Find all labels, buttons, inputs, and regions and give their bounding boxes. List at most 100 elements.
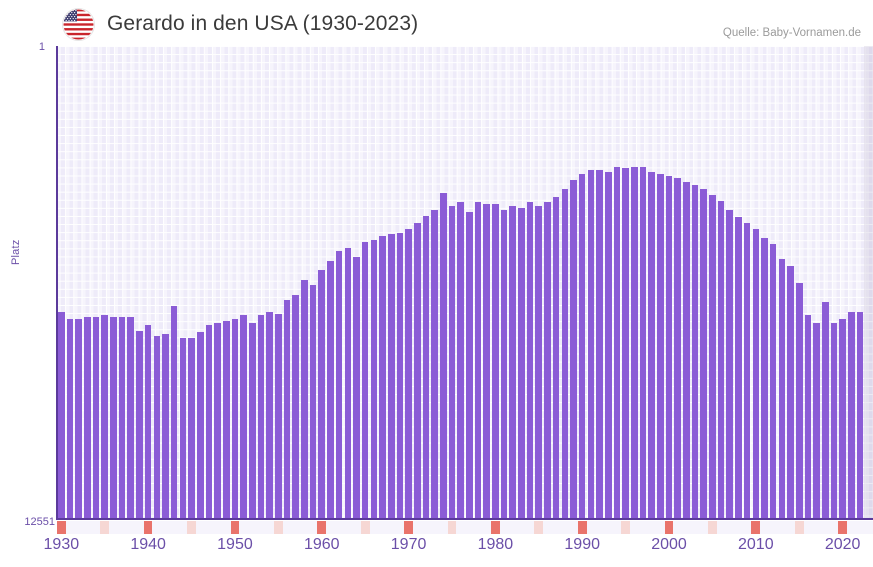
bar-1971[interactable] bbox=[413, 223, 421, 519]
bar-1957[interactable] bbox=[292, 294, 299, 519]
bar-1998[interactable] bbox=[648, 172, 655, 519]
bar-2012[interactable] bbox=[769, 243, 777, 519]
bar-1987[interactable] bbox=[552, 196, 560, 519]
bar-1942[interactable] bbox=[162, 334, 169, 519]
bar-2001[interactable] bbox=[674, 177, 681, 519]
bar-1984[interactable] bbox=[526, 202, 534, 519]
x-axis-label-1940: 1940 bbox=[130, 536, 166, 553]
bar-1969[interactable] bbox=[396, 232, 404, 519]
bar-1959[interactable] bbox=[309, 285, 317, 519]
bar-1975[interactable] bbox=[448, 206, 456, 519]
bar-2003[interactable] bbox=[691, 185, 699, 519]
bar-1940[interactable] bbox=[144, 324, 152, 519]
bar-2005[interactable] bbox=[709, 194, 716, 519]
bar-1981[interactable] bbox=[500, 209, 508, 519]
bar-1934[interactable] bbox=[92, 317, 100, 519]
bar-1991[interactable] bbox=[587, 170, 595, 519]
bar-1993[interactable] bbox=[604, 172, 612, 519]
bar-1994[interactable] bbox=[613, 166, 621, 519]
bar-1936[interactable] bbox=[110, 317, 117, 519]
bar-1972[interactable] bbox=[422, 215, 430, 519]
bar-1955[interactable] bbox=[275, 313, 282, 519]
bar-1974[interactable] bbox=[440, 192, 447, 519]
bar-1932[interactable] bbox=[75, 319, 82, 519]
bar-2018[interactable] bbox=[821, 302, 829, 519]
bar-1973[interactable] bbox=[431, 209, 438, 519]
bar-1958[interactable] bbox=[301, 279, 308, 519]
bar-1988[interactable] bbox=[561, 189, 569, 519]
bar-1986[interactable] bbox=[544, 202, 551, 519]
bar-1943[interactable] bbox=[170, 306, 178, 519]
bar-1976[interactable] bbox=[457, 202, 464, 519]
bar-1967[interactable] bbox=[379, 236, 386, 519]
bar-1963[interactable] bbox=[344, 247, 352, 519]
bar-1977[interactable] bbox=[466, 211, 473, 519]
bar-1951[interactable] bbox=[240, 315, 247, 519]
bar-1966[interactable] bbox=[370, 240, 378, 519]
bar-2022[interactable] bbox=[856, 311, 864, 519]
bar-2013[interactable] bbox=[778, 258, 786, 519]
bar-2020[interactable] bbox=[839, 319, 846, 519]
bar-1992[interactable] bbox=[596, 170, 603, 519]
bar-1952[interactable] bbox=[249, 322, 256, 519]
bar-1999[interactable] bbox=[657, 174, 664, 519]
bar-1990[interactable] bbox=[578, 174, 586, 519]
bar-1962[interactable] bbox=[335, 251, 343, 519]
bar-2009[interactable] bbox=[743, 223, 751, 519]
x-axis-tick-strip bbox=[57, 521, 873, 534]
bar-1978[interactable] bbox=[474, 202, 482, 519]
bar-1953[interactable] bbox=[257, 315, 265, 519]
bar-2019[interactable] bbox=[830, 322, 838, 519]
bar-1935[interactable] bbox=[101, 315, 109, 519]
bar-2021[interactable] bbox=[848, 311, 855, 519]
bar-1930[interactable] bbox=[58, 311, 65, 519]
bar-2010[interactable] bbox=[752, 228, 760, 519]
x-axis-label-2020: 2020 bbox=[824, 536, 861, 553]
bar-1945[interactable] bbox=[188, 338, 195, 519]
bar-1980[interactable] bbox=[492, 204, 499, 519]
bar-2004[interactable] bbox=[700, 189, 707, 519]
bar-1964[interactable] bbox=[353, 257, 360, 519]
bar-1968[interactable] bbox=[387, 234, 395, 519]
bar-2014[interactable] bbox=[787, 266, 794, 519]
bar-2015[interactable] bbox=[795, 283, 803, 519]
bar-1941[interactable] bbox=[153, 336, 161, 519]
bar-1995[interactable] bbox=[622, 168, 629, 519]
bar-2008[interactable] bbox=[735, 217, 742, 519]
bar-1965[interactable] bbox=[361, 241, 369, 519]
bar-1982[interactable] bbox=[509, 206, 517, 519]
x-axis-label-1980: 1980 bbox=[477, 536, 514, 553]
bar-1946[interactable] bbox=[196, 332, 204, 519]
bar-2006[interactable] bbox=[717, 200, 725, 519]
bar-1985[interactable] bbox=[535, 206, 543, 519]
bar-1939[interactable] bbox=[136, 330, 143, 519]
bar-1960[interactable] bbox=[318, 270, 326, 519]
bar-1956[interactable] bbox=[283, 300, 291, 519]
bar-1979[interactable] bbox=[483, 204, 490, 519]
bar-1950[interactable] bbox=[231, 319, 239, 519]
bar-1947[interactable] bbox=[205, 324, 213, 519]
y-axis-title: Platz bbox=[10, 239, 22, 265]
bar-1989[interactable] bbox=[570, 179, 577, 519]
bar-1983[interactable] bbox=[518, 208, 525, 519]
tick-cell-2023 bbox=[864, 521, 873, 534]
bar-1961[interactable] bbox=[327, 260, 334, 519]
bar-1944[interactable] bbox=[179, 338, 187, 519]
bar-2011[interactable] bbox=[761, 238, 768, 519]
bar-2016[interactable] bbox=[804, 315, 812, 519]
bar-1931[interactable] bbox=[66, 319, 74, 519]
bar-1949[interactable] bbox=[222, 321, 230, 519]
bar-1948[interactable] bbox=[214, 322, 221, 519]
bar-2007[interactable] bbox=[726, 209, 734, 519]
bar-1996[interactable] bbox=[630, 166, 638, 519]
bar-2017[interactable] bbox=[813, 322, 820, 519]
bar-1997[interactable] bbox=[639, 166, 647, 519]
bar-2000[interactable] bbox=[665, 176, 673, 519]
bar-1933[interactable] bbox=[84, 317, 91, 519]
bar-1970[interactable] bbox=[405, 228, 412, 519]
y-axis-line bbox=[56, 46, 58, 520]
bar-1954[interactable] bbox=[266, 311, 273, 519]
bar-1938[interactable] bbox=[127, 317, 135, 519]
bar-1937[interactable] bbox=[118, 317, 126, 519]
bar-2002[interactable] bbox=[683, 181, 690, 519]
